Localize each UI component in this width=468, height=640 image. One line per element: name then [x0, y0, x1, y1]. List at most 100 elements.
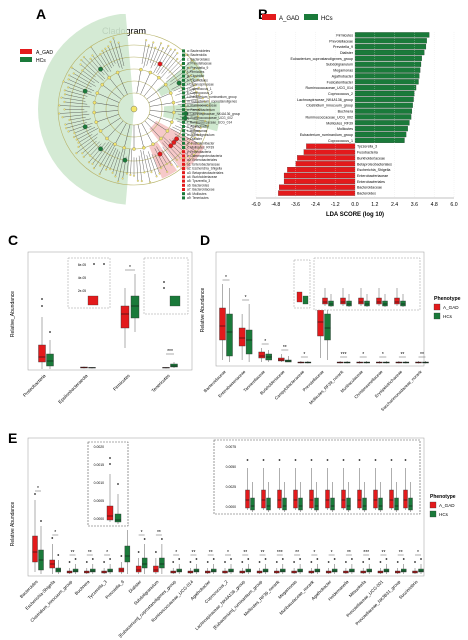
- box-outlier: [178, 558, 181, 560]
- lda-legend-label: HCs: [321, 16, 333, 22]
- lda-bar: [354, 49, 425, 56]
- clado-key-swatch: [182, 62, 185, 65]
- lda-bar-label: Burkholderiaceae: [357, 156, 385, 160]
- clado-leaf-node: [175, 158, 178, 161]
- clado-leaf-node: [176, 165, 179, 168]
- clado-branch: [64, 94, 86, 99]
- box-body: [238, 327, 246, 347]
- clado-branch: [73, 73, 96, 87]
- panel-c-inset-tick: 6e-05: [78, 263, 86, 267]
- clado-leaf-node: [145, 39, 148, 42]
- clado-leaf-node: [89, 154, 92, 157]
- clado-leaf-node: [197, 78, 200, 81]
- sig-label: **: [399, 550, 403, 556]
- box-outlier: [414, 561, 416, 563]
- clado-leaf-node: [99, 53, 102, 56]
- clado-branch: [115, 148, 124, 177]
- box-body: [114, 513, 122, 523]
- clado-leaf-node: [140, 180, 143, 183]
- clado-branch: [143, 77, 160, 97]
- box-body: [383, 568, 390, 573]
- box-body: [193, 568, 200, 573]
- clado-branch: [169, 68, 195, 86]
- clado-leaf-node: [190, 142, 193, 145]
- panel-c-x-tick: Firmicutes: [112, 373, 131, 392]
- panel-e-inset-tick: 0.0015: [94, 463, 104, 467]
- clado-leaf-node: [65, 127, 68, 130]
- lda-bar: [283, 178, 356, 184]
- clado-hcs-sector-2: [162, 101, 220, 132]
- lda-bar: [354, 44, 427, 50]
- clado-branch: [92, 55, 110, 78]
- lda-bar-label: Enterobacteriaceae: [357, 174, 388, 178]
- clado-branch: [108, 46, 116, 64]
- panel-c-x-tick: Epsilonbacteraeota: [57, 373, 89, 405]
- box-body: [211, 568, 217, 573]
- clado-key-swatch: [182, 137, 185, 141]
- clado-branch: [99, 143, 114, 166]
- clado-branch: [83, 56, 106, 80]
- clado-root-node: [130, 105, 138, 113]
- box-outlier: [310, 459, 313, 461]
- box-body: [382, 300, 388, 307]
- sig-label: *: [129, 265, 131, 271]
- clado-branch: [105, 147, 117, 170]
- clado-branch: [113, 37, 123, 69]
- clado-key-swatch: [182, 192, 185, 196]
- clado-branch: [68, 122, 93, 132]
- box-body: [400, 300, 406, 307]
- box-body: [389, 489, 394, 509]
- panel-c-inset-tick: 2e-05: [78, 289, 86, 293]
- box-body: [120, 305, 130, 329]
- panel-d-legend-label: A_GAD: [443, 305, 459, 310]
- clado-leaf-node: [126, 172, 129, 175]
- clado-leaf-node: [82, 56, 85, 59]
- clado-key-swatch: [182, 133, 185, 137]
- sig-label: **: [347, 550, 351, 556]
- lda-legend-swatch: [304, 14, 318, 20]
- clado-leaf-node: [202, 112, 205, 115]
- clado-branch: [175, 98, 203, 103]
- clado-branch: [142, 150, 151, 183]
- clado-leaf-node: [105, 168, 108, 171]
- cladogram-tree: [38, 14, 220, 205]
- clado-key-label: k: Coprococcus_2: [187, 91, 213, 95]
- panel-c-x-tick: Tenericutes: [151, 373, 172, 394]
- clado-highlight-node: [168, 143, 174, 149]
- clado-inner-node: [92, 100, 97, 105]
- box-body: [245, 568, 251, 573]
- lda-bar-label: Megamonas: [333, 69, 353, 73]
- clado-leaf-node: [77, 145, 80, 148]
- clado-key-swatch: [182, 66, 185, 70]
- clado-inner-node: [151, 142, 155, 146]
- box-outlier: [230, 558, 232, 560]
- sig-label: *: [313, 550, 315, 556]
- box-outlier: [51, 537, 54, 539]
- sig-label: **: [295, 550, 299, 556]
- panel-label-c: C: [8, 232, 19, 248]
- panel-e-x-tick: Succinivibrio: [398, 579, 419, 600]
- box-body: [297, 568, 303, 573]
- clado-leaf-node: [198, 108, 201, 111]
- clado-branch: [149, 102, 174, 107]
- clado-leaf-node: [67, 86, 70, 89]
- panel-d-legend-label: HCs: [443, 314, 453, 319]
- clado-branch: [108, 77, 125, 97]
- panel-e-x-tick: Buchnera: [74, 579, 91, 596]
- clado-branch: [130, 149, 133, 175]
- clado-leaf-node: [193, 136, 196, 139]
- box-outlier: [246, 459, 249, 461]
- clado-leaf-node: [73, 136, 76, 139]
- clado-key-label: t: Megamonas: [187, 129, 208, 133]
- clado-leaf-node: [161, 47, 164, 50]
- clado-key-swatch: [182, 158, 185, 162]
- panel-e-legend-swatch: [429, 510, 437, 518]
- clado-branch: [170, 67, 190, 82]
- sig-label: **: [400, 352, 404, 358]
- box-body: [262, 568, 269, 573]
- clado-branch: [154, 48, 164, 66]
- clado-branch: [153, 45, 169, 74]
- box-body: [298, 497, 303, 511]
- clado-leaf-node: [201, 97, 204, 100]
- lda-tick-label: 4.8: [431, 202, 438, 208]
